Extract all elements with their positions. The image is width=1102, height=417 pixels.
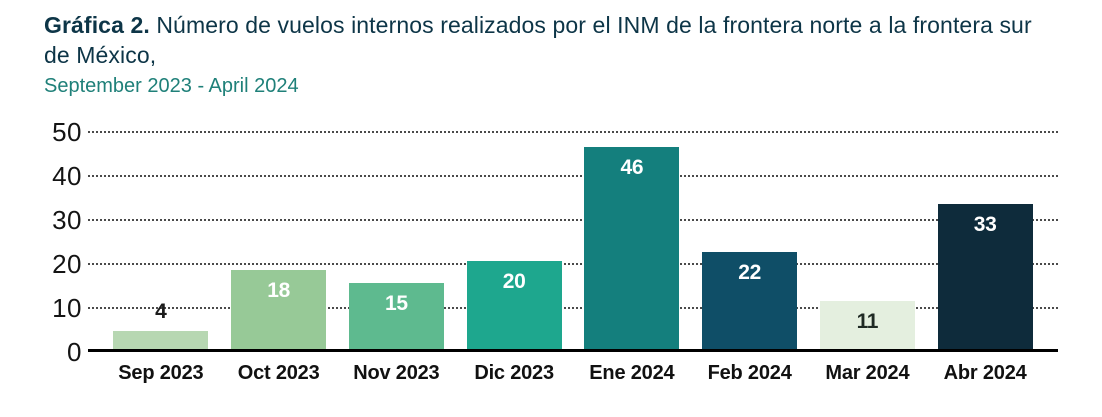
bar-value-label: 15 — [384, 292, 408, 315]
y-tick-label: 0 — [67, 337, 82, 367]
bar-chart: 0 10 20 30 40 50 4 18 15 20 46 22 11 33 Sep 2023 Oct … — [44, 117, 1058, 392]
bar: 18 — [231, 269, 327, 349]
x-tick-label: Dic 2023 — [474, 362, 554, 384]
x-axis: Sep 2023 Oct 2023 Nov 2023 Dic 2023 Ene 2024… — [88, 352, 1058, 392]
bar: 33 — [937, 203, 1033, 349]
gridline — [88, 307, 1058, 309]
y-axis: 0 10 20 30 40 50 — [44, 117, 88, 367]
y-tick-label: 30 — [52, 205, 82, 235]
bar-value-label: 33 — [973, 212, 997, 236]
x-tick-label: Oct 2023 — [237, 362, 320, 384]
bar-group: 15 — [338, 132, 456, 349]
x-tick-label: Ene 2024 — [589, 362, 675, 384]
bar-group: 11 — [809, 132, 927, 349]
bar-value-label: 46 — [620, 155, 644, 179]
x-tick-label: Nov 2023 — [353, 362, 440, 384]
chart-title-label: Gráfica 2. — [44, 12, 150, 38]
bar-group: 20 — [455, 132, 573, 349]
bars-row: 4 18 15 20 46 22 11 33 — [88, 132, 1058, 349]
gridline — [88, 219, 1058, 221]
bar: 20 — [466, 261, 562, 349]
bar: 22 — [702, 252, 798, 349]
bar-value-label: 4 — [155, 300, 167, 324]
bar-group: 33 — [926, 132, 1044, 349]
bar-value-label: 18 — [267, 278, 290, 302]
x-tick-label: Abr 2024 — [943, 362, 1027, 384]
bar-value-label: 20 — [502, 270, 526, 293]
bar-group: 4 — [102, 132, 220, 349]
y-tick-label: 20 — [52, 249, 82, 279]
bar-value-label: 22 — [738, 261, 761, 285]
chart-subtitle: September 2023 - April 2024 — [44, 75, 299, 97]
bar: 15 — [348, 283, 444, 349]
gridline — [88, 131, 1058, 133]
bar: 46 — [584, 146, 680, 349]
chart-title: Gráfica 2. Número de vuelos internos rea… — [44, 10, 1058, 70]
gridline — [88, 263, 1058, 265]
x-tick-label: Sep 2023 — [118, 362, 204, 384]
chart-title-text: Número de vuelos internos realizados por… — [44, 12, 1032, 68]
bar: 11 — [819, 300, 915, 349]
bar: 4 — [113, 300, 209, 349]
bar-group: 22 — [691, 132, 809, 349]
x-tick-label: Feb 2024 — [707, 362, 792, 384]
x-tick-label: Mar 2024 — [825, 362, 910, 384]
bar-group: 18 — [220, 132, 338, 349]
bar-value-label: 11 — [856, 309, 879, 333]
y-tick-label: 10 — [52, 293, 82, 323]
y-tick-label: 50 — [52, 117, 82, 147]
plot-area: 4 18 15 20 46 22 11 33 — [88, 131, 1058, 352]
bar-group: 46 — [573, 132, 691, 349]
gridline — [88, 175, 1058, 177]
y-tick-label: 40 — [52, 161, 82, 191]
